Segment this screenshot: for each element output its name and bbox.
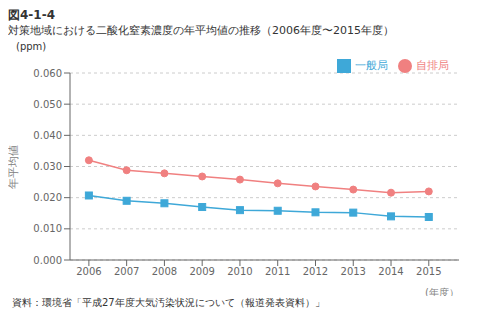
svg-text:(年度）: (年度） <box>425 287 459 296</box>
svg-text:年平均値: 年平均値 <box>8 145 20 189</box>
svg-text:2008: 2008 <box>152 266 177 277</box>
html-text:(ppm): (ppm) <box>16 41 47 52</box>
svg-text:0.060: 0.060 <box>33 68 62 79</box>
svg-text:2015: 2015 <box>416 266 441 277</box>
svg-text:2011: 2011 <box>265 266 290 277</box>
html-text:一般局: 一般局 <box>355 59 388 72</box>
html-text:対策地域における二酸化窒素濃度の年平均値の推移（2006年度: 対策地域における二酸化窒素濃度の年平均値の推移（2006年度〜2015年度） <box>8 24 394 37</box>
svg-text:2012: 2012 <box>303 266 328 277</box>
svg-text:2006: 2006 <box>76 266 101 277</box>
svg-text:0.050: 0.050 <box>33 99 62 110</box>
svg-text:2014: 2014 <box>378 266 403 277</box>
svg-text:0.000: 0.000 <box>33 255 62 266</box>
svg-text:0.030: 0.030 <box>33 161 62 172</box>
html-text:図4-1-4: 図4-1-4 <box>8 8 55 22</box>
svg-text:0.010: 0.010 <box>33 223 62 234</box>
svg-text:2013: 2013 <box>341 266 366 277</box>
svg-text:2009: 2009 <box>189 266 214 277</box>
svg-text:0.020: 0.020 <box>33 192 62 203</box>
svg-text:0.040: 0.040 <box>33 130 62 141</box>
html-text:自排局: 自排局 <box>416 59 449 72</box>
html-text:資料：環境省「平成27年度大気汚染状況について（報道発表資料: 資料：環境省「平成27年度大気汚染状況について（報道発表資料）」 <box>12 297 325 308</box>
svg-text:2010: 2010 <box>227 266 252 277</box>
svg-text:2007: 2007 <box>114 266 139 277</box>
